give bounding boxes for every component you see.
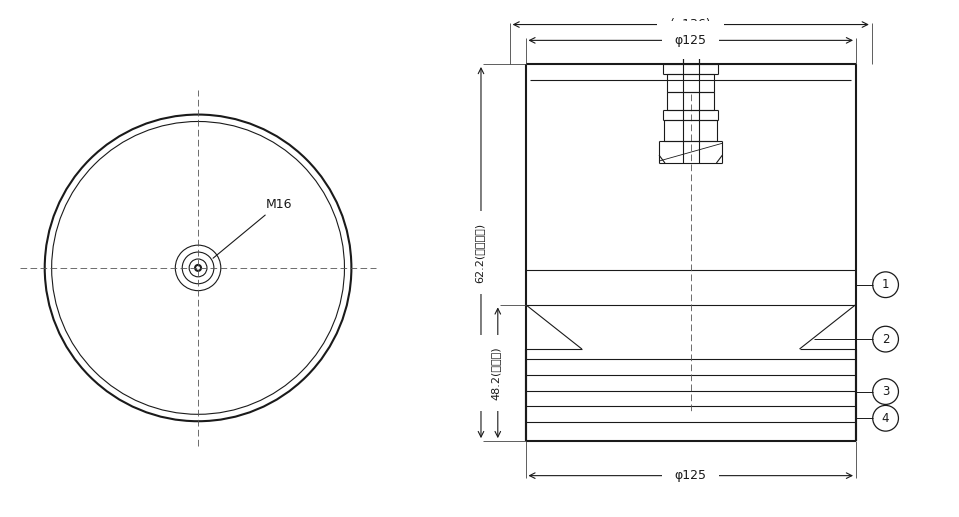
Text: φ125: φ125 — [675, 469, 707, 482]
Text: M16: M16 — [213, 197, 292, 258]
Text: 1: 1 — [882, 278, 889, 291]
Text: 4: 4 — [882, 412, 889, 425]
Text: 3: 3 — [882, 385, 889, 398]
Text: 48.2(負荷時): 48.2(負荷時) — [491, 346, 501, 400]
Text: 2: 2 — [882, 332, 889, 346]
Text: 62.2(無負荷時): 62.2(無負荷時) — [474, 222, 484, 283]
Text: φ125: φ125 — [675, 34, 707, 47]
Text: (φ136): (φ136) — [670, 18, 712, 31]
